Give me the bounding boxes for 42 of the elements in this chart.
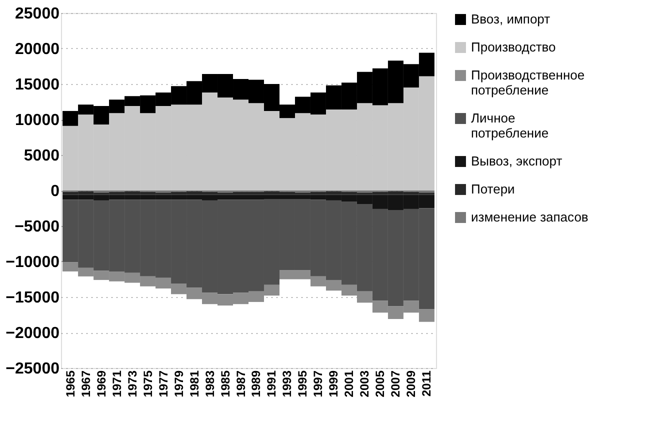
- x-tick-label: 1979: [172, 370, 186, 398]
- y-tick-label: 25000: [15, 6, 60, 22]
- y-tick-label: −5000: [14, 218, 60, 236]
- x-tick-label: 2005: [373, 370, 388, 398]
- y-tick-label: −15000: [6, 290, 60, 306]
- legend-label: Производство: [471, 40, 556, 54]
- legend-label: Потери: [471, 182, 515, 196]
- x-tick-label: 2011: [420, 370, 434, 397]
- x-tick-label: 1995: [296, 370, 310, 398]
- y-tick-label: −10000: [6, 254, 60, 271]
- x-tick-label: 1971: [110, 370, 124, 398]
- x-tick-label: 1989: [249, 370, 264, 398]
- x-tick-label: 1985: [218, 370, 232, 398]
- x-tick-label: 1975: [140, 370, 155, 398]
- y-tick-label: 5000: [24, 148, 60, 164]
- legend-label: Ввоз, импорт: [471, 12, 550, 26]
- legend-label: Личное потребление: [471, 110, 549, 140]
- x-tick-label: 1993: [280, 370, 294, 398]
- x-tick-label: 1965: [63, 370, 78, 398]
- x-tick-label: 1991: [264, 370, 279, 398]
- x-tick-label: 1977: [156, 370, 170, 398]
- y-tick-label: 0: [50, 183, 60, 200]
- x-tick-label: 1999: [326, 370, 341, 398]
- y-tick-label: 15000: [15, 76, 60, 94]
- x-tick-label: 1967: [78, 370, 93, 398]
- y-tick-label: −20000: [6, 325, 60, 342]
- y-tick-label: −25000: [6, 360, 60, 378]
- x-tick-label: 1987: [234, 370, 248, 398]
- x-tick-label: 1997: [311, 370, 326, 398]
- x-tick-label: 2009: [404, 370, 418, 398]
- x-tick-label: 2003: [358, 370, 372, 398]
- legend-label: Вывоз, экспорт: [471, 154, 562, 168]
- x-tick-label: 1983: [202, 370, 217, 398]
- x-tick-label: 1973: [125, 370, 140, 398]
- x-tick-label: 1969: [94, 370, 108, 398]
- x-tick-label: 1981: [187, 370, 202, 398]
- y-tick-label: 20000: [15, 41, 60, 58]
- legend-label: Производственное потребление: [471, 68, 585, 98]
- legend-label: изменение запасов: [471, 210, 588, 224]
- y-tick-label: 10000: [15, 112, 60, 129]
- x-tick-label: 2001: [342, 370, 356, 398]
- x-tick-label: 2007: [388, 370, 403, 398]
